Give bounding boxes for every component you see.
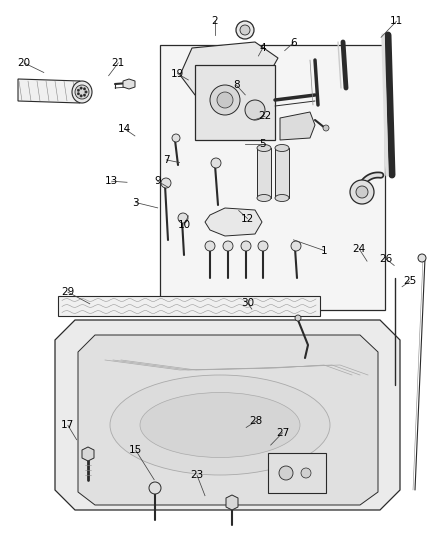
Polygon shape [55,320,400,510]
Text: 9: 9 [154,176,161,186]
Circle shape [205,241,215,251]
Ellipse shape [275,195,289,201]
Text: 6: 6 [290,38,297,47]
Circle shape [418,254,426,262]
Text: 5: 5 [259,139,266,149]
Circle shape [258,241,268,251]
Text: 15: 15 [129,446,142,455]
Circle shape [211,158,221,168]
Circle shape [301,468,311,478]
Circle shape [240,25,250,35]
Polygon shape [18,79,80,103]
Polygon shape [226,495,238,510]
Circle shape [77,93,80,95]
Bar [275,148,289,198]
Ellipse shape [72,81,92,103]
Text: 1: 1 [321,246,328,255]
Text: 13: 13 [105,176,118,186]
Text: 14: 14 [118,124,131,134]
Ellipse shape [257,195,271,201]
Bar [268,453,326,493]
Circle shape [217,92,233,108]
Circle shape [210,85,240,115]
Circle shape [80,95,82,97]
Circle shape [75,85,89,99]
Polygon shape [280,112,315,140]
Circle shape [291,241,301,251]
Circle shape [83,87,86,90]
Polygon shape [205,208,262,236]
Text: 29: 29 [61,287,74,297]
Ellipse shape [140,392,300,457]
Text: 17: 17 [61,421,74,430]
Circle shape [77,89,80,92]
Circle shape [172,134,180,142]
Circle shape [279,466,293,480]
Text: 8: 8 [233,80,240,90]
Bar [257,148,271,198]
Circle shape [178,213,188,223]
Circle shape [83,94,86,96]
Text: 3: 3 [132,198,139,207]
Text: 19: 19 [171,69,184,78]
Circle shape [85,91,87,93]
Text: 28: 28 [250,416,263,426]
Circle shape [80,87,82,90]
Text: 30: 30 [241,298,254,308]
Text: 27: 27 [276,428,289,438]
Ellipse shape [257,144,271,151]
Circle shape [241,241,251,251]
Bar [195,65,275,140]
Circle shape [323,125,329,131]
Text: 12: 12 [241,214,254,223]
Text: 24: 24 [353,244,366,254]
Polygon shape [123,79,135,89]
Circle shape [223,241,233,251]
Polygon shape [180,42,278,95]
Text: 22: 22 [258,111,272,121]
Polygon shape [58,296,320,316]
Text: 7: 7 [163,155,170,165]
Ellipse shape [110,375,330,475]
Text: 26: 26 [379,254,392,263]
Polygon shape [82,447,94,461]
Circle shape [356,186,368,198]
Text: 11: 11 [390,17,403,26]
Circle shape [245,100,265,120]
Text: 4: 4 [259,43,266,53]
Ellipse shape [275,144,289,151]
Circle shape [295,315,301,321]
Circle shape [149,482,161,494]
Circle shape [161,178,171,188]
Circle shape [236,21,254,39]
Text: 20: 20 [18,58,31,68]
Polygon shape [78,335,378,505]
Text: 23: 23 [191,471,204,480]
Bar [160,45,385,310]
Text: 2: 2 [211,17,218,26]
Text: 10: 10 [177,220,191,230]
Circle shape [350,180,374,204]
Text: 25: 25 [403,277,416,286]
Text: 21: 21 [112,58,125,68]
